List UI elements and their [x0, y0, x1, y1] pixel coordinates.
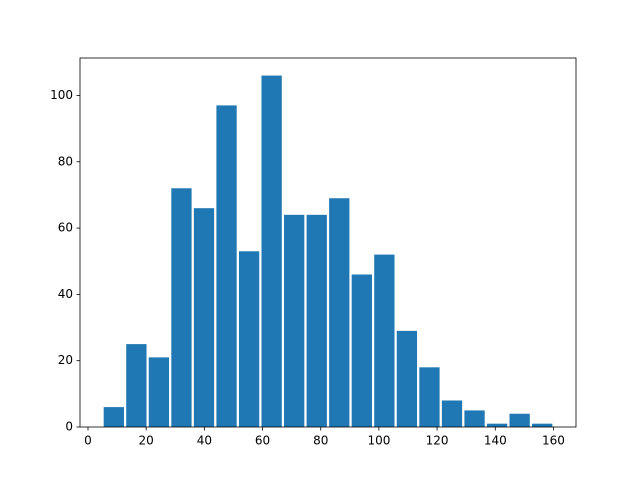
bar: [441, 400, 463, 427]
x-tick-label: 0: [84, 434, 92, 448]
x-tick-label: 60: [255, 434, 270, 448]
y-tick-label: 40: [58, 287, 73, 301]
bar: [171, 188, 192, 427]
x-tick-label: 80: [313, 434, 328, 448]
bar: [486, 423, 508, 427]
axes-frame: [79, 57, 577, 428]
bar: [532, 423, 553, 427]
y-tick-label: 60: [58, 221, 73, 235]
bar: [329, 198, 350, 427]
bar: [284, 214, 305, 427]
x-tick-label: 20: [139, 434, 154, 448]
bar: [126, 344, 147, 427]
bar: [351, 274, 372, 427]
bar: [419, 367, 440, 427]
bar: [216, 105, 237, 428]
x-tick-label: 100: [367, 434, 390, 448]
x-tick-label: 160: [542, 434, 565, 448]
bar: [193, 208, 215, 427]
bar: [103, 407, 124, 427]
bar: [374, 254, 395, 427]
x-tick-label: 40: [197, 434, 212, 448]
x-tick-label: 120: [426, 434, 449, 448]
y-tick-label: 80: [58, 154, 73, 168]
y-tick-label: 0: [65, 420, 73, 434]
bar: [238, 251, 260, 427]
bar: [396, 330, 418, 427]
x-tick-label: 140: [484, 434, 507, 448]
bar: [464, 410, 485, 427]
y-tick-label: 20: [58, 353, 73, 367]
bar: [261, 75, 282, 428]
y-tick-label: 100: [50, 88, 73, 102]
bar: [148, 357, 170, 427]
bar: [306, 214, 327, 427]
bar: [509, 413, 530, 427]
